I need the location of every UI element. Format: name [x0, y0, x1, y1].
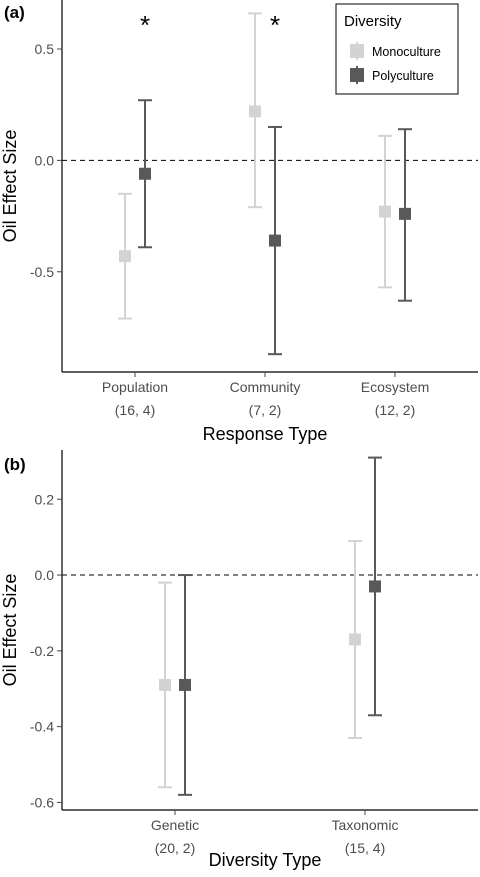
b-x-sample-size: (20, 2)	[155, 840, 195, 856]
b-monoculture-point	[159, 678, 171, 691]
a-polyculture-point	[399, 207, 411, 220]
a-monoculture-point	[379, 205, 391, 218]
panel-a-x-title: Response Type	[203, 424, 328, 444]
panel-a-x-ticks: Population (16, 4) Community (7, 2) Ecosyste…	[102, 372, 429, 418]
legend: Diversity Monoculture Polyculture	[335, 3, 459, 95]
panel-a-label: (a)	[4, 3, 25, 22]
a-y-tick-label: 0.5	[35, 41, 55, 57]
b-y-tick-label: 0.2	[35, 491, 55, 507]
panel-a-y-ticks: 0.5 0.0 -0.5	[30, 41, 62, 280]
a-x-tick-label: Population	[102, 379, 168, 395]
panel-b: (b) 0.2 0.0 -0.2 -0.4 -0.6 Genetic (20, 2) Tax…	[0, 450, 478, 870]
a-polyculture-point	[139, 167, 151, 180]
b-y-tick-label: -0.2	[30, 643, 54, 659]
b-polyculture-point	[179, 678, 191, 691]
a-x-sample-size: (16, 4)	[115, 402, 155, 418]
legend-title: Diversity	[344, 13, 402, 30]
panel-b-x-title: Diversity Type	[209, 850, 322, 870]
b-y-tick-label: 0.0	[35, 567, 55, 583]
panel-b-y-ticks: 0.2 0.0 -0.2 -0.4 -0.6	[30, 491, 62, 810]
panel-a-significance-community: *	[270, 10, 280, 40]
a-monoculture-point	[119, 250, 131, 263]
legend-label-monoculture: Monoculture	[372, 45, 441, 59]
a-x-tick-label: Community	[230, 379, 301, 395]
a-x-sample-size: (12, 2)	[375, 402, 415, 418]
panel-a: (a) 0.5 0.0 -0.5 Population (16, 4) Communit…	[0, 0, 478, 444]
panel-b-y-title: Oil Effect Size	[0, 574, 20, 687]
legend-key-polyculture	[350, 66, 364, 84]
a-x-tick-label: Ecosystem	[361, 379, 429, 395]
b-x-sample-size: (15, 4)	[345, 840, 385, 856]
a-x-sample-size: (7, 2)	[249, 402, 282, 418]
b-x-tick-label: Genetic	[151, 817, 199, 833]
b-polyculture-point	[369, 580, 381, 593]
b-y-tick-label: -0.6	[30, 794, 54, 810]
b-x-tick-label: Taxonomic	[332, 817, 399, 833]
a-monoculture-point	[249, 105, 261, 118]
panel-a-marks	[118, 12, 412, 356]
a-polyculture-point	[269, 234, 281, 247]
panel-b-marks	[158, 456, 382, 796]
b-y-tick-label: -0.4	[30, 719, 54, 735]
a-y-tick-label: -0.5	[30, 264, 54, 280]
panel-a-significance-population: *	[140, 10, 150, 40]
b-monoculture-point	[349, 633, 361, 646]
legend-label-polyculture: Polyculture	[372, 69, 434, 83]
panel-b-label: (b)	[4, 455, 26, 474]
legend-key-monoculture	[350, 42, 364, 60]
panel-b-x-ticks: Genetic (20, 2) Taxonomic (15, 4)	[151, 810, 399, 856]
a-y-tick-label: 0.0	[35, 152, 55, 168]
panel-a-y-title: Oil Effect Size	[0, 130, 20, 243]
